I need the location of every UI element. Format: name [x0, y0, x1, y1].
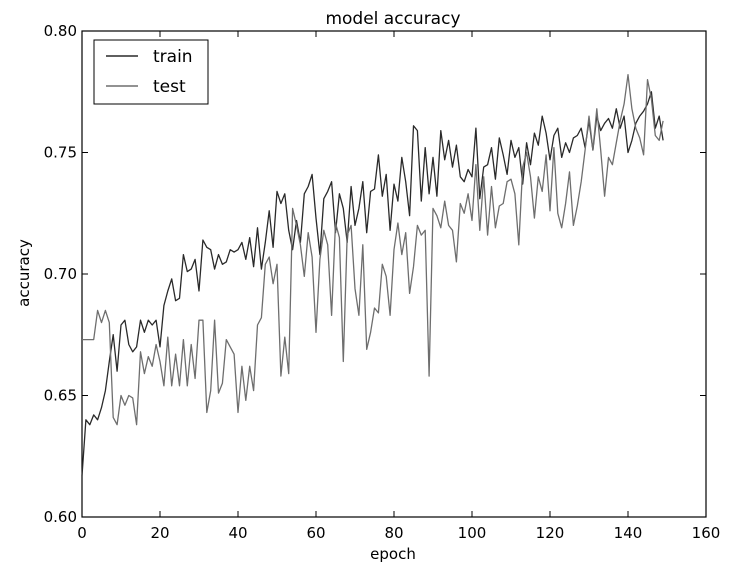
y-tick-label: 0.80 — [44, 22, 77, 40]
y-tick-label: 0.70 — [44, 265, 77, 283]
legend-label-train: train — [153, 47, 193, 67]
legend-label-test: test — [153, 77, 186, 97]
series-line-test — [82, 74, 664, 426]
ticks-layer: 0 20 40 60 80 100 120 140 160 0.60 0.65 0.70 0.75 0.8… — [44, 22, 721, 542]
x-tick-label: 100 — [458, 524, 487, 542]
x-tick-label: 160 — [692, 524, 721, 542]
x-tick-label: 20 — [150, 524, 169, 542]
y-axis-label: accuracy — [15, 239, 33, 307]
y-tick-label: 0.60 — [44, 508, 77, 526]
legend: train test — [93, 39, 209, 105]
legend-frame — [93, 39, 209, 105]
chart-title: model accuracy — [325, 9, 460, 29]
series-line-train — [81, 91, 664, 476]
x-tick-label: 60 — [306, 524, 325, 542]
plot-area: 0 20 40 60 80 100 120 140 160 0.60 0.65 0.70 0.75 0.8… — [44, 22, 721, 542]
x-tick-label: 40 — [228, 524, 247, 542]
x-axis-label: epoch — [370, 545, 416, 563]
x-tick-label: 120 — [536, 524, 565, 542]
x-tick-label: 140 — [614, 524, 643, 542]
y-tick-label: 0.65 — [44, 387, 77, 405]
x-tick-label: 0 — [77, 524, 87, 542]
x-tick-label: 80 — [384, 524, 403, 542]
series-layer — [81, 74, 664, 476]
y-tick-label: 0.75 — [44, 144, 77, 162]
